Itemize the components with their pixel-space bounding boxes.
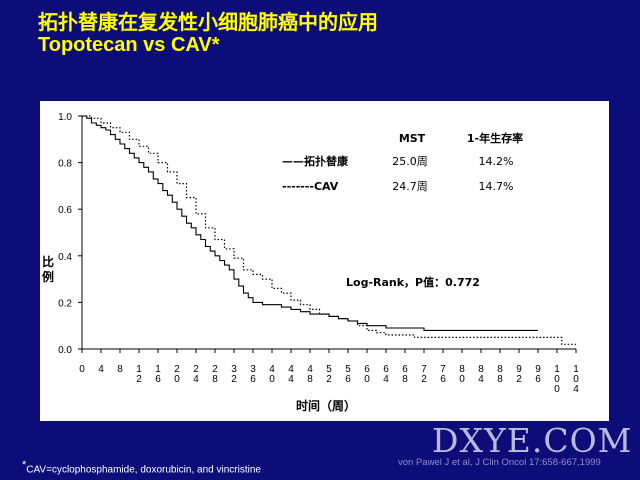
footnote-text: CAV=cyclophosphamide, doxorubicin, and v… [26, 464, 261, 476]
y-tick-label: 0.2 [58, 298, 72, 309]
table-header-mst: MST [399, 132, 426, 145]
log-rank-annotation: Log-Rank，P值：0.772 [346, 275, 480, 289]
slide-title-english: Topotecan vs CAV* [38, 34, 220, 56]
watermark: DXYE.COM [432, 421, 633, 460]
table-row-rate: 14.2% [479, 155, 514, 168]
y-tick-label: 0.8 [58, 159, 72, 170]
x-tick-label: 0 [79, 364, 85, 375]
x-axis-label: 时间（周） [296, 398, 356, 413]
y-tick-label: 1.0 [58, 112, 72, 123]
footnote: *CAV=cyclophosphamide, doxorubicin, and … [22, 459, 261, 475]
y-tick-label: 0.0 [58, 345, 72, 356]
table-row-label: -------CAV [282, 180, 339, 193]
y-tick-label: 0.6 [58, 205, 72, 216]
table-row-mst: 24.7周 [392, 180, 428, 193]
table-row-mst: 25.0周 [392, 155, 428, 168]
series-cav-line [82, 115, 576, 345]
footnote-mark: * [22, 459, 27, 471]
citation: von Pawel J et al, J Clin Oncol 17:658-6… [398, 457, 601, 468]
x-tick-label: 4 [98, 364, 104, 375]
y-tick-label: 0.4 [58, 252, 72, 263]
table-header-rate: 1-年生存率 [467, 131, 523, 145]
slide-title-chinese: 拓扑替康在复发性小细胞肺癌中的应用 [38, 10, 378, 34]
series-topotecan-line [82, 115, 538, 331]
table-row-label: ——拓扑替康 [282, 154, 349, 168]
y-axis-label-char: 例 [42, 269, 54, 284]
table-row-rate: 14.7% [479, 180, 514, 193]
y-axis-label-char: 比 [42, 254, 54, 269]
x-tick-label: 8 [117, 364, 123, 375]
